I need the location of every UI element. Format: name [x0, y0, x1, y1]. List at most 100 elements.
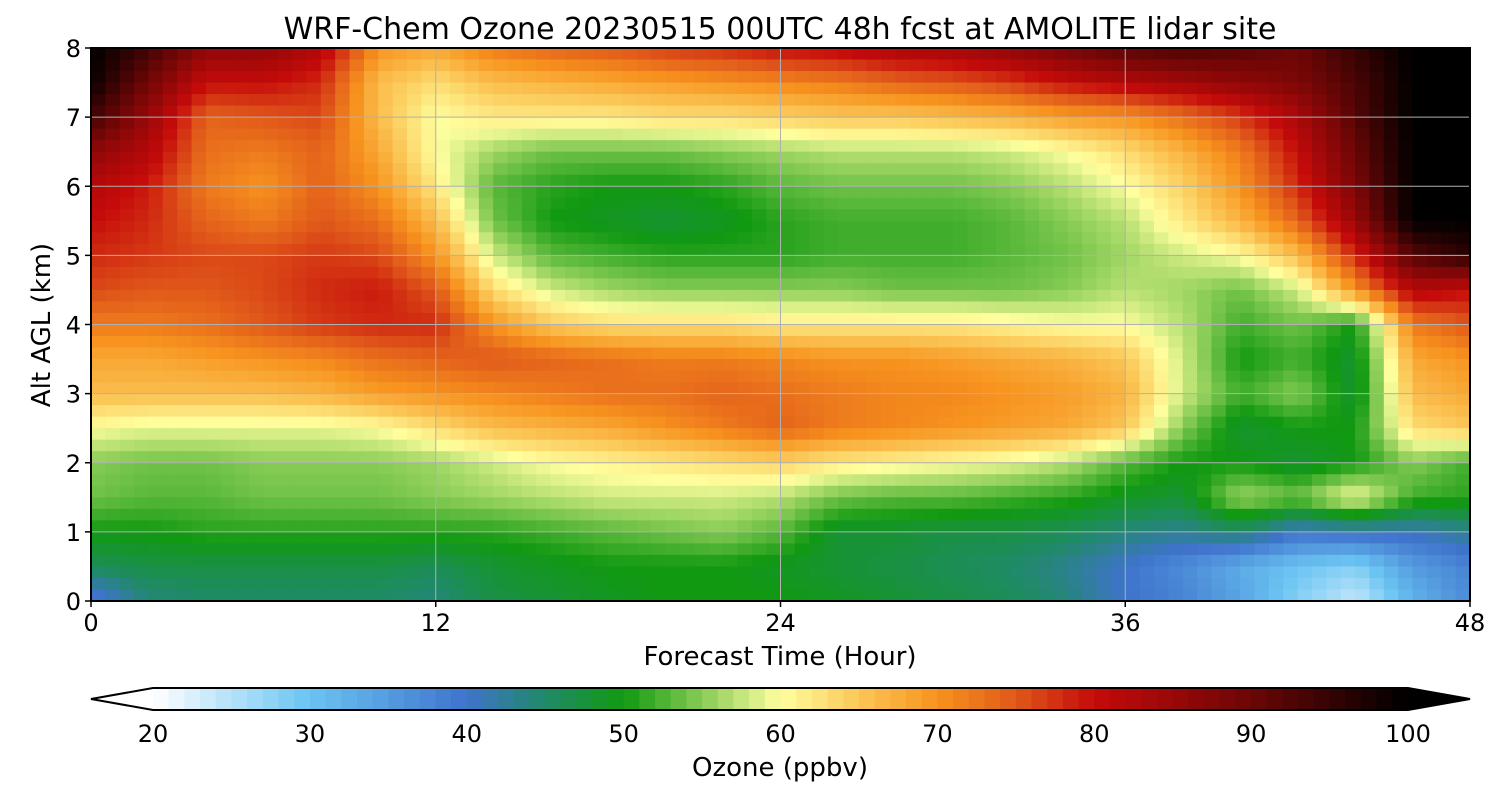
heatmap-cell	[866, 197, 882, 210]
heatmap-cell	[521, 209, 537, 222]
heatmap-cell	[665, 485, 681, 498]
heatmap-cell	[565, 336, 580, 349]
heatmap-cell	[134, 520, 150, 533]
heatmap-cell	[1412, 71, 1428, 84]
heatmap-cell	[1254, 531, 1270, 544]
heatmap-cell	[1139, 312, 1155, 326]
heatmap-cell	[651, 117, 667, 130]
heatmap-cell	[723, 405, 738, 418]
heatmap-cell	[794, 59, 810, 72]
heatmap-cell	[1340, 393, 1356, 406]
heatmap-cell	[378, 71, 394, 84]
heatmap-cell	[134, 278, 150, 291]
heatmap-cell	[995, 278, 1011, 291]
heatmap-cell	[363, 186, 379, 199]
heatmap-cell	[751, 554, 767, 568]
heatmap-cell	[1211, 266, 1227, 280]
heatmap-cell	[794, 289, 810, 303]
heatmap-cell	[378, 451, 394, 464]
heatmap-cell	[536, 163, 552, 176]
heatmap-cell	[1053, 508, 1069, 521]
heatmap-cell	[823, 278, 839, 291]
heatmap-cell	[105, 243, 121, 256]
heatmap-cell	[1110, 462, 1126, 475]
heatmap-cell	[766, 82, 782, 95]
heatmap-cell	[1110, 94, 1126, 107]
heatmap-cell	[794, 266, 810, 280]
heatmap-cell	[1441, 301, 1457, 314]
heatmap-cell	[220, 405, 236, 418]
heatmap-cell	[1082, 220, 1098, 233]
heatmap-cell	[177, 151, 193, 164]
heatmap-cell	[895, 589, 911, 602]
heatmap-cell	[450, 485, 466, 498]
colorbar-tick-label: 30	[295, 720, 326, 748]
heatmap-cell	[1182, 382, 1198, 395]
heatmap-cell	[205, 163, 221, 176]
heatmap-cell	[852, 474, 868, 487]
heatmap-cell	[1024, 128, 1040, 141]
heatmap-cell	[335, 428, 351, 441]
heatmap-cell	[91, 370, 106, 383]
heatmap-cell	[593, 220, 609, 233]
heatmap-cell	[1297, 347, 1313, 360]
heatmap-cell	[565, 266, 580, 280]
heatmap-cell	[737, 94, 753, 107]
heatmap-cell	[349, 301, 365, 314]
heatmap-cell	[1168, 243, 1184, 256]
heatmap-cell	[234, 82, 250, 95]
heatmap-cell	[608, 278, 624, 291]
heatmap-cell	[277, 59, 293, 72]
heatmap-cell	[579, 324, 595, 337]
heatmap-cell	[579, 393, 595, 406]
heatmap-cell	[263, 531, 279, 544]
heatmap-cell	[837, 382, 853, 395]
heatmap-cell	[277, 312, 293, 326]
heatmap-cell	[780, 289, 796, 303]
heatmap-cell	[1283, 370, 1299, 383]
heatmap-cell	[837, 554, 853, 568]
heatmap-cell	[1211, 163, 1227, 176]
heatmap-cell	[421, 82, 437, 95]
heatmap-cell	[335, 220, 351, 233]
heatmap-cell	[737, 289, 753, 303]
heatmap-cell	[636, 347, 652, 360]
heatmap-cell	[780, 255, 796, 268]
heatmap-cell	[191, 140, 207, 153]
heatmap-cell	[478, 140, 494, 153]
heatmap-cell	[105, 508, 121, 521]
heatmap-cell	[392, 140, 408, 153]
heatmap-cell	[723, 220, 738, 233]
heatmap-cell	[1211, 94, 1227, 107]
heatmap-cell	[205, 289, 221, 303]
heatmap-cell	[1039, 59, 1055, 72]
heatmap-cell	[1053, 48, 1069, 61]
heatmap-cell	[565, 174, 580, 187]
heatmap-cell	[1182, 451, 1198, 464]
heatmap-cell	[579, 266, 595, 280]
heatmap-cell	[521, 117, 537, 130]
heatmap-cell	[1326, 324, 1342, 337]
heatmap-cell	[91, 266, 106, 280]
heatmap-cell	[1082, 266, 1098, 280]
heatmap-cell	[1067, 232, 1083, 245]
heatmap-cell	[105, 531, 121, 544]
heatmap-cell	[881, 462, 897, 475]
heatmap-cell	[1383, 220, 1399, 233]
heatmap-cell	[435, 117, 451, 130]
heatmap-cell	[191, 186, 207, 199]
heatmap-cell	[895, 174, 911, 187]
heatmap-cell	[320, 566, 336, 579]
heatmap-cell	[421, 359, 437, 372]
heatmap-cell	[1067, 508, 1083, 521]
heatmap-cell	[723, 554, 738, 568]
heatmap-cell	[837, 220, 853, 233]
heatmap-cell	[320, 520, 336, 533]
heatmap-cell	[837, 520, 853, 533]
heatmap-cell	[493, 359, 509, 372]
heatmap-cell	[708, 312, 724, 326]
heatmap-cell	[737, 393, 753, 406]
heatmap-cell	[780, 197, 796, 210]
heatmap-cell	[234, 94, 250, 107]
heatmap-cell	[737, 485, 753, 498]
